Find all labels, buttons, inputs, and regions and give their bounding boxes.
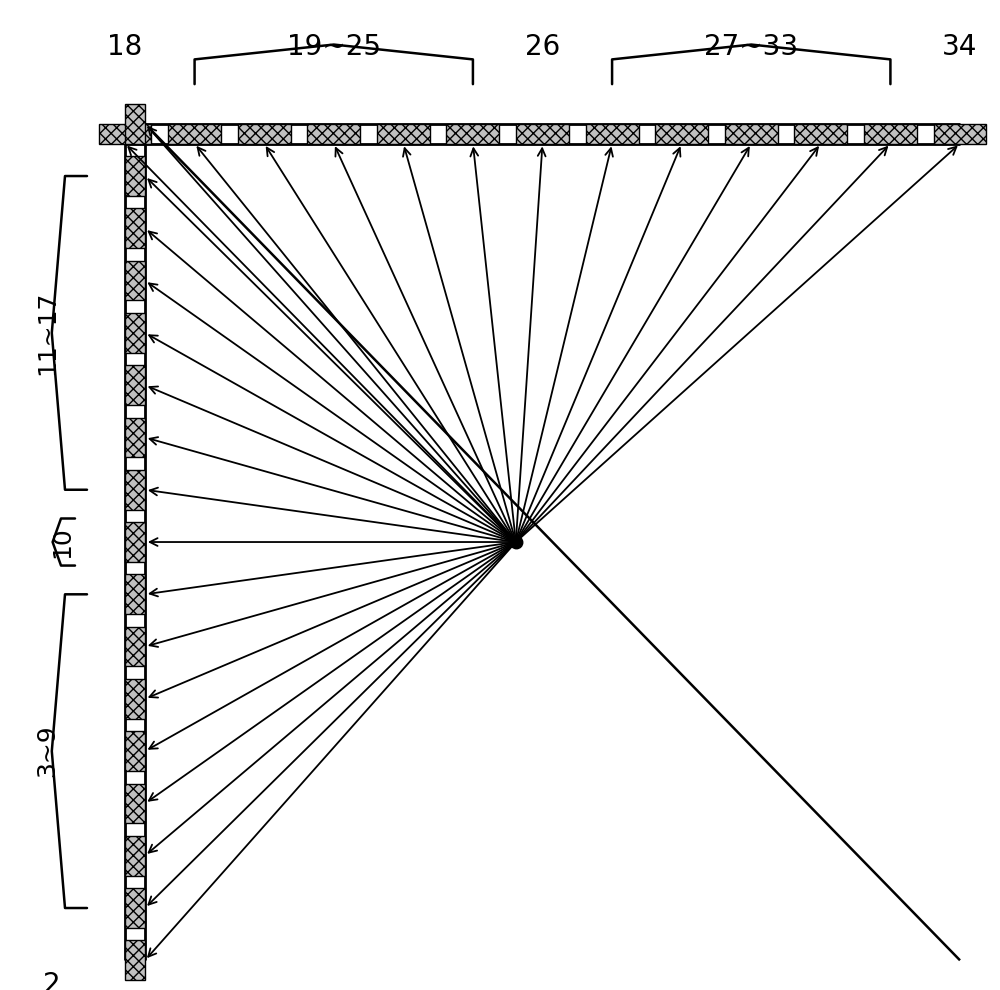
Text: 10: 10 (50, 526, 74, 558)
Text: 26: 26 (525, 33, 560, 60)
Bar (125, 679, 145, 719)
Text: 19~25: 19~25 (287, 33, 381, 60)
Bar (125, 365, 145, 405)
Bar (168, 124, 221, 144)
Bar (864, 124, 917, 144)
Bar (125, 940, 145, 980)
Bar (934, 124, 986, 144)
Bar (125, 156, 145, 196)
Text: 3~9: 3~9 (35, 725, 59, 777)
Bar (655, 124, 708, 144)
Bar (125, 888, 145, 928)
Bar (125, 627, 145, 666)
Text: 34: 34 (942, 33, 978, 60)
Bar (238, 124, 291, 144)
Bar (516, 124, 569, 144)
Bar (125, 783, 145, 824)
Text: 2: 2 (43, 971, 61, 990)
Text: 27~33: 27~33 (704, 33, 798, 60)
Bar (125, 574, 145, 614)
Text: 18: 18 (107, 33, 143, 60)
Bar (125, 470, 145, 510)
Bar (125, 732, 145, 771)
Bar (125, 313, 145, 352)
Bar (125, 260, 145, 301)
Bar (125, 209, 145, 248)
Bar (99, 124, 151, 144)
Bar (307, 124, 360, 144)
Bar (725, 124, 778, 144)
Bar (125, 418, 145, 457)
Bar (125, 836, 145, 875)
Bar (446, 124, 499, 144)
Bar (125, 104, 145, 144)
Bar (794, 124, 847, 144)
Bar (377, 124, 430, 144)
Bar (125, 522, 145, 562)
Text: 11~17: 11~17 (35, 291, 59, 375)
Bar (586, 124, 639, 144)
